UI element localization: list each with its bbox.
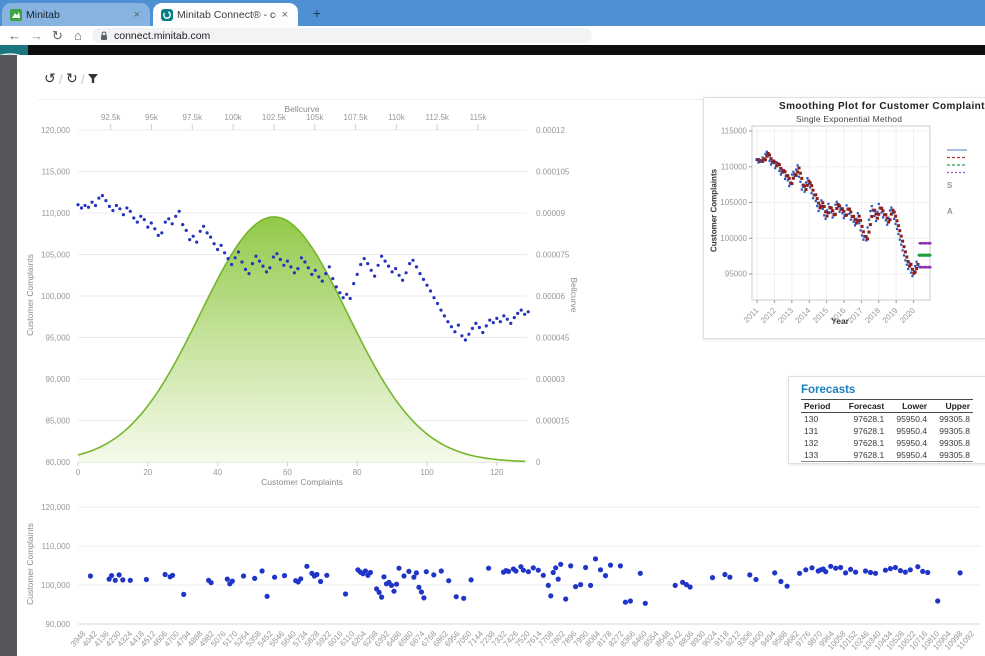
smoothing-subtitle: Single Exponential Method bbox=[796, 114, 903, 124]
toolbar-separator: / bbox=[81, 72, 85, 87]
address-bar: ← → ↻ ⌂ connect.minitab.com bbox=[0, 26, 985, 45]
toolbar-separator: / bbox=[59, 72, 63, 87]
smoothing-card[interactable] bbox=[703, 97, 985, 339]
forecast-header-row: Period Forecast Lower Upper bbox=[801, 399, 973, 413]
tab-minitab[interactable]: Minitab × bbox=[2, 3, 150, 26]
url-field[interactable]: connect.minitab.com bbox=[92, 28, 592, 43]
table-row: 130 97628.1 95950.4 99305.8 bbox=[804, 414, 970, 424]
table-row: 133 97628.1 95950.4 99305.8 bbox=[801, 449, 973, 462]
toolbar-divider bbox=[38, 99, 985, 100]
minitab-connect-favicon bbox=[161, 8, 173, 21]
tab-minitab-connect[interactable]: Minitab Connect® - connect.min × bbox=[153, 3, 298, 26]
close-icon[interactable]: × bbox=[281, 8, 288, 21]
forecast-table-body: 130 97628.1 95950.4 99305.8 131 97628.1 95950.… bbox=[801, 413, 973, 462]
url-text: connect.minitab.com bbox=[114, 29, 211, 42]
forecast-col-header: Upper bbox=[930, 399, 973, 413]
table-row: 132 97628.1 95950.4 99305.8 bbox=[804, 438, 970, 448]
smoothing-title: Smoothing Plot for Customer Complaint bbox=[779, 101, 985, 112]
tab-title: Minitab Connect® - connect.min bbox=[177, 8, 276, 21]
main-chart-ylabel: Customer Complaints bbox=[25, 254, 35, 336]
forecast-card[interactable]: Forecasts Period Forecast Lower Upper 130 97… bbox=[788, 376, 985, 464]
left-sidebar-strip bbox=[0, 55, 17, 656]
forward-icon[interactable]: → bbox=[30, 28, 43, 43]
close-icon[interactable]: × bbox=[133, 8, 140, 21]
minitab-favicon bbox=[10, 8, 22, 21]
browser-tab-bar: Minitab × Minitab Connect® - connect.min… bbox=[0, 0, 985, 26]
bottom-chart-ylabel: Customer Complaints bbox=[25, 523, 35, 605]
back-icon[interactable]: ← bbox=[8, 28, 21, 43]
filter-icon[interactable] bbox=[88, 74, 99, 84]
new-tab-button[interactable]: + bbox=[312, 5, 322, 21]
smoothing-xlabel: Year bbox=[831, 316, 849, 326]
reload-icon[interactable]: ↻ bbox=[52, 28, 63, 43]
main-chart-xlabel: Customer Complaints bbox=[261, 477, 343, 487]
forecast-col-header: Lower bbox=[887, 399, 931, 413]
main-chart-x2label: Bellcurve bbox=[284, 104, 320, 114]
black-bar bbox=[0, 45, 985, 55]
forecast-table: Period Forecast Lower Upper 130 97628.1 95950… bbox=[801, 399, 973, 462]
smoothing-ylabel: Customer Complaints bbox=[709, 168, 719, 253]
history-icon[interactable]: ↺ bbox=[44, 70, 56, 86]
main-chart-y2label: Bellcurve bbox=[569, 277, 579, 313]
forecast-col-header: Period bbox=[801, 399, 839, 413]
tab-title: Minitab bbox=[26, 8, 60, 21]
table-row: 131 97628.1 95950.4 99305.8 bbox=[804, 426, 970, 436]
refresh-icon[interactable]: ↻ bbox=[66, 70, 78, 86]
forecast-title: Forecasts bbox=[801, 384, 856, 396]
forecast-col-header: Forecast bbox=[838, 399, 888, 413]
home-icon[interactable]: ⌂ bbox=[74, 28, 82, 43]
lock-icon bbox=[101, 30, 107, 40]
